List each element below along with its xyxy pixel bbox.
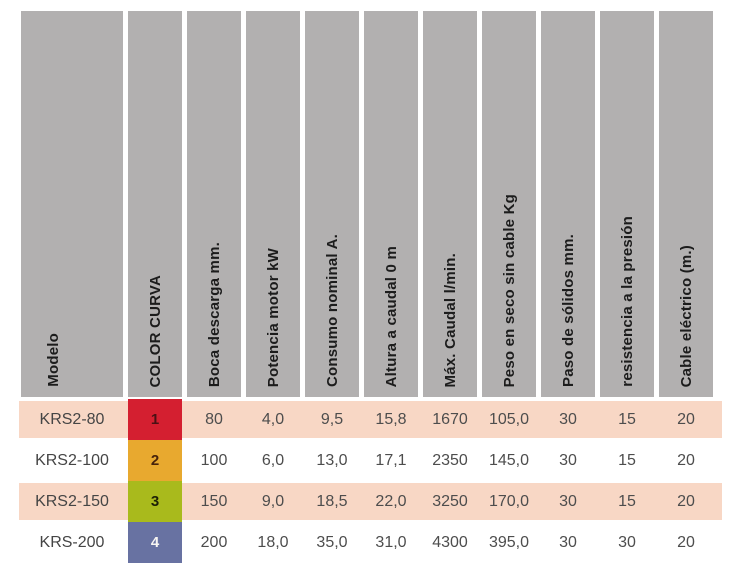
value-cell: 9,5 — [320, 410, 344, 428]
value-cell: 80 — [205, 410, 223, 428]
model-cell: KRS2-80 — [39, 410, 105, 428]
column-header-color-curva: COLOR CURVA — [128, 11, 182, 397]
value-cell: 30 — [559, 492, 577, 510]
column-header-label: Paso de sólidos mm. — [559, 233, 577, 387]
table-row: KRS2-80 1 80 4,0 9,5 15,8 1670 105,0 30 … — [19, 399, 722, 440]
value-cell: 395,0 — [488, 533, 530, 551]
column-header-label: Boca descarga mm. — [205, 241, 223, 387]
column-header-max-caudal: Máx. Caudal l/min. — [423, 11, 477, 397]
value-cell: 170,0 — [488, 492, 530, 510]
model-cell: KRS2-150 — [35, 492, 109, 510]
value-cell: 20 — [677, 533, 695, 551]
value-cell: 15 — [618, 410, 636, 428]
column-header-label: resistencia a la presión — [618, 216, 636, 387]
column-header-paso-solidos: Paso de sólidos mm. — [541, 11, 595, 397]
column-header-potencia-motor: Potencia motor kW — [246, 11, 300, 397]
model-cell: KRS-200 — [39, 533, 105, 551]
value-cell: 30 — [618, 533, 636, 551]
value-cell: 17,1 — [375, 451, 407, 469]
value-cell: 18,0 — [257, 533, 289, 551]
value-cell: 20 — [677, 492, 695, 510]
column-header-consumo-nominal: Consumo nominal A. — [305, 11, 359, 397]
value-cell: 18,5 — [316, 492, 348, 510]
value-cell: 20 — [677, 451, 695, 469]
column-header-label: Modelo — [45, 333, 62, 387]
value-cell: 4,0 — [261, 410, 285, 428]
column-header-boca-descarga: Boca descarga mm. — [187, 11, 241, 397]
value-cell: 150 — [200, 492, 228, 510]
curve-color-badge: 3 — [128, 481, 182, 522]
column-header-peso-seco: Peso en seco sin cable Kg — [482, 11, 536, 397]
value-cell: 200 — [200, 533, 228, 551]
value-cell: 20 — [677, 410, 695, 428]
value-cell: 6,0 — [261, 451, 285, 469]
value-cell: 35,0 — [316, 533, 348, 551]
value-cell: 15 — [618, 492, 636, 510]
value-cell: 1670 — [432, 410, 468, 428]
value-cell: 4300 — [432, 533, 468, 551]
column-header-label: Cable eléctrico (m.) — [677, 244, 695, 387]
value-cell: 2350 — [432, 451, 468, 469]
column-header-cable-electrico: Cable eléctrico (m.) — [659, 11, 713, 397]
column-header-label: Máx. Caudal l/min. — [441, 252, 459, 387]
curve-color-badge: 4 — [128, 522, 182, 563]
column-header-label: Peso en seco sin cable Kg — [500, 193, 518, 387]
model-cell: KRS2-100 — [35, 451, 109, 469]
value-cell: 15,8 — [375, 410, 407, 428]
table-header: Modelo COLOR CURVA Boca descarga mm. Pot… — [21, 11, 713, 397]
table-row: KRS-200 4 200 18,0 35,0 31,0 4300 395,0 … — [19, 522, 722, 563]
value-cell: 30 — [559, 451, 577, 469]
curve-color-badge: 2 — [128, 440, 182, 481]
value-cell: 31,0 — [375, 533, 407, 551]
value-cell: 22,0 — [375, 492, 407, 510]
value-cell: 100 — [200, 451, 228, 469]
value-cell: 13,0 — [316, 451, 348, 469]
value-cell: 145,0 — [488, 451, 530, 469]
value-cell: 30 — [559, 533, 577, 551]
curve-color-badge: 1 — [128, 399, 182, 440]
column-header-label: COLOR CURVA — [146, 274, 164, 387]
column-header-altura-caudal: Altura a caudal 0 m — [364, 11, 418, 397]
table-row: KRS2-100 2 100 6,0 13,0 17,1 2350 145,0 … — [19, 440, 722, 481]
column-header-label: Consumo nominal A. — [323, 233, 341, 387]
value-cell: 105,0 — [488, 410, 530, 428]
column-header-label: Potencia motor kW — [264, 247, 282, 387]
value-cell: 9,0 — [261, 492, 285, 510]
value-cell: 30 — [559, 410, 577, 428]
table-body: KRS2-80 1 80 4,0 9,5 15,8 1670 105,0 30 … — [19, 399, 722, 563]
column-header-modelo: Modelo — [21, 11, 123, 397]
value-cell: 3250 — [432, 492, 468, 510]
column-header-label: Altura a caudal 0 m — [382, 245, 400, 387]
column-header-resistencia-presion: resistencia a la presión — [600, 11, 654, 397]
value-cell: 15 — [618, 451, 636, 469]
table-row: KRS2-150 3 150 9,0 18,5 22,0 3250 170,0 … — [19, 481, 722, 522]
